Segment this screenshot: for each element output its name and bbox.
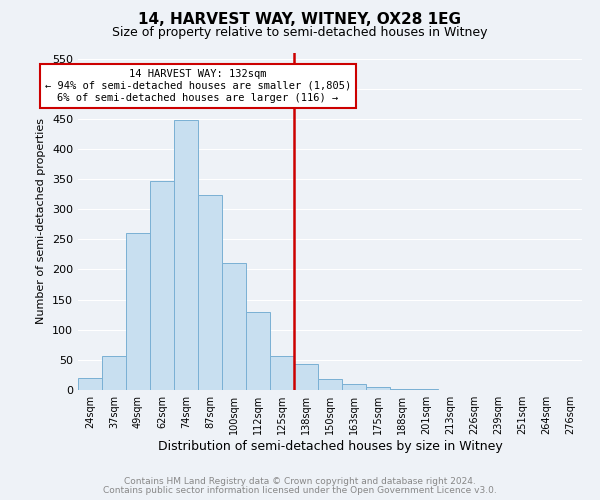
- Text: Contains public sector information licensed under the Open Government Licence v3: Contains public sector information licen…: [103, 486, 497, 495]
- Bar: [366, 387, 390, 390]
- Bar: [150, 181, 174, 390]
- X-axis label: Distribution of semi-detached houses by size in Witney: Distribution of semi-detached houses by …: [158, 440, 502, 453]
- Bar: [126, 234, 150, 390]
- Text: Contains HM Land Registry data © Crown copyright and database right 2024.: Contains HM Land Registry data © Crown c…: [124, 477, 476, 486]
- Bar: [102, 356, 126, 390]
- Bar: [294, 364, 318, 390]
- Bar: [198, 194, 222, 390]
- Bar: [390, 389, 414, 390]
- Bar: [78, 378, 102, 390]
- Bar: [222, 264, 246, 390]
- Text: 14 HARVEST WAY: 132sqm
← 94% of semi-detached houses are smaller (1,805)
6% of s: 14 HARVEST WAY: 132sqm ← 94% of semi-det…: [45, 70, 351, 102]
- Bar: [174, 120, 198, 390]
- Bar: [342, 384, 366, 390]
- Text: Size of property relative to semi-detached houses in Witney: Size of property relative to semi-detach…: [112, 26, 488, 39]
- Bar: [270, 356, 294, 390]
- Bar: [246, 312, 270, 390]
- Y-axis label: Number of semi-detached properties: Number of semi-detached properties: [37, 118, 46, 324]
- Bar: [318, 379, 342, 390]
- Text: 14, HARVEST WAY, WITNEY, OX28 1EG: 14, HARVEST WAY, WITNEY, OX28 1EG: [139, 12, 461, 28]
